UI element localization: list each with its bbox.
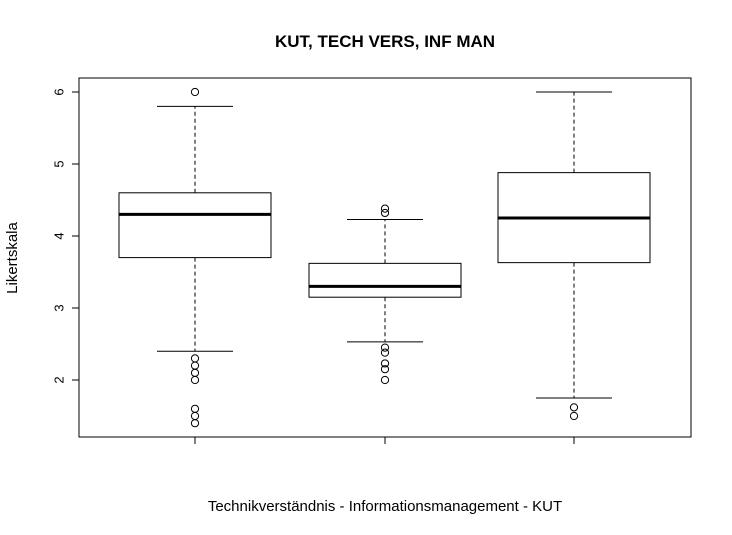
box-iqr [308, 262, 462, 298]
outlier-point [380, 375, 390, 385]
outlier-point [380, 359, 390, 368]
outlier-point [190, 404, 200, 413]
outlier-point [190, 87, 200, 97]
outlier-point [569, 403, 579, 412]
x-axis-label: Technikverständnis - Informationsmanagem… [208, 498, 562, 515]
outlier-point [380, 365, 390, 374]
outlier-point [190, 368, 200, 377]
outlier-point [380, 204, 390, 213]
y-tick-label: 4 [52, 232, 67, 239]
y-tick-label: 3 [52, 304, 67, 311]
outlier-point [569, 411, 579, 421]
box-2 [308, 204, 462, 385]
outlier-point [190, 411, 200, 421]
outlier-point [190, 375, 200, 385]
outlier-point [190, 419, 200, 428]
chart-title: KUT, TECH VERS, INF MAN [275, 32, 495, 51]
box-3 [497, 91, 651, 421]
y-tick-label: 2 [52, 376, 67, 383]
y-axis-label: Likertskala [4, 221, 21, 293]
outlier-point [380, 343, 390, 352]
y-tick-label: 6 [52, 88, 67, 95]
boxes-group [118, 87, 651, 428]
y-tick-label: 5 [52, 160, 67, 167]
outlier-point [190, 361, 200, 370]
outlier-point [380, 348, 390, 357]
y-axis: 2 3 4 5 6 [52, 88, 79, 384]
x-axis [194, 437, 575, 444]
box-iqr [118, 192, 272, 259]
box-1 [118, 87, 272, 428]
outlier-point [190, 354, 200, 363]
outlier-point [380, 208, 390, 218]
